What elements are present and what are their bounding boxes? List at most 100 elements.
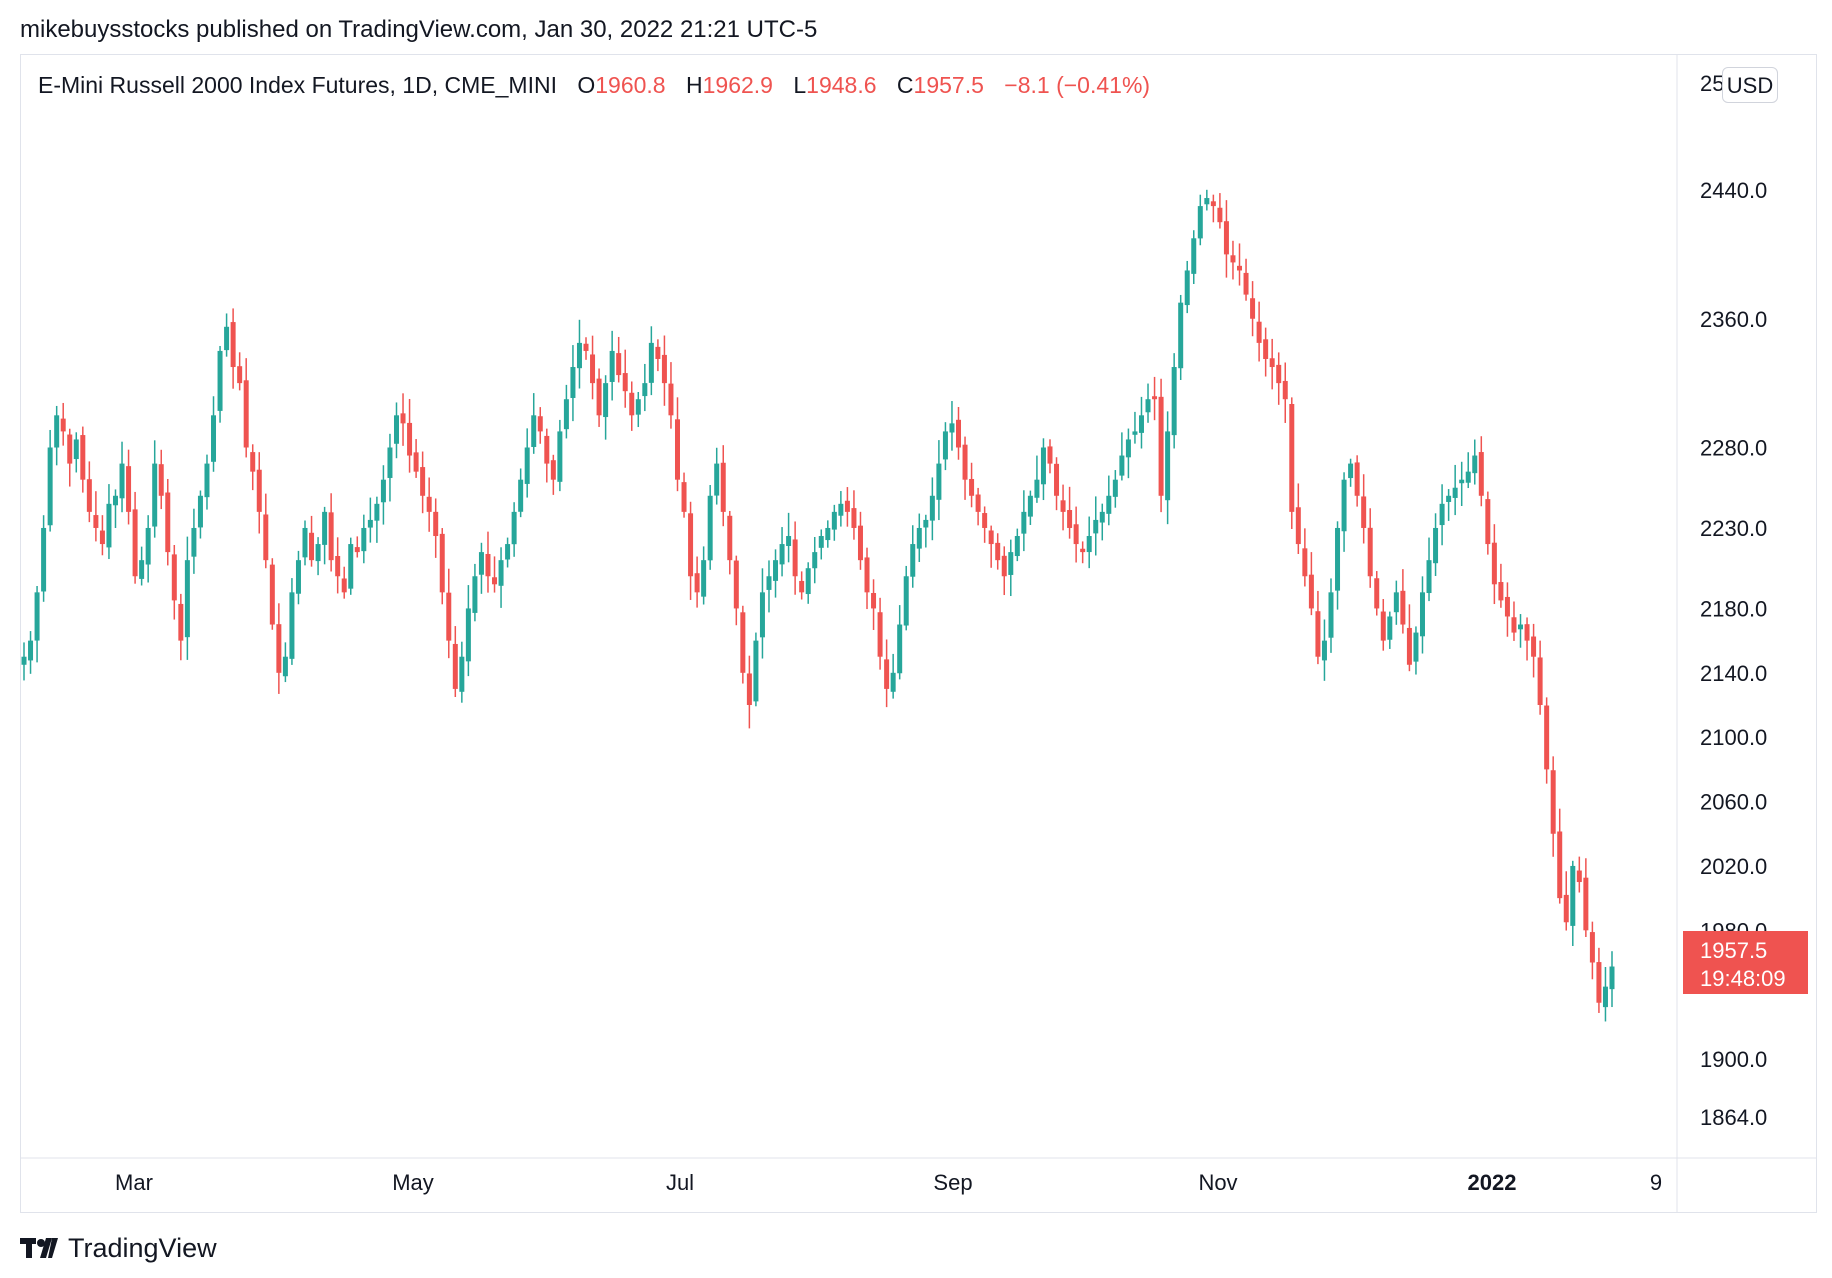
candle-body xyxy=(184,560,190,638)
candle-body xyxy=(982,513,988,528)
candle-body xyxy=(276,624,282,673)
candle-body xyxy=(387,447,393,478)
candle-body xyxy=(929,495,935,521)
time-tick-label: Sep xyxy=(933,1170,972,1195)
candle-body xyxy=(1531,636,1537,657)
candle-body xyxy=(805,568,811,595)
candle-body xyxy=(969,478,975,496)
candle-body xyxy=(211,415,217,462)
candle-body xyxy=(1112,479,1118,497)
candle-body xyxy=(1230,255,1236,263)
candle-body xyxy=(1576,870,1582,883)
candle-body xyxy=(1504,596,1510,617)
candle-body xyxy=(407,422,413,456)
candle-body xyxy=(563,399,569,430)
candle-body xyxy=(740,612,746,673)
candle-body xyxy=(884,659,890,689)
price-tick-label: 2360.0 xyxy=(1700,307,1767,332)
candle-body xyxy=(1570,865,1576,926)
candle-body xyxy=(1171,367,1177,436)
close-label: C xyxy=(896,72,914,98)
candle-body xyxy=(956,419,962,448)
low-value: 1948.6 xyxy=(806,72,877,98)
candle-body xyxy=(191,527,197,557)
price-tick-label: 2020.0 xyxy=(1700,854,1767,879)
candle-body xyxy=(132,509,138,577)
candle-body xyxy=(916,527,922,549)
candle-body xyxy=(1145,399,1151,413)
candle-body xyxy=(1485,499,1491,545)
candle-body xyxy=(99,530,105,545)
candle-body xyxy=(433,511,439,537)
candle-body xyxy=(792,539,798,577)
candle-body xyxy=(1439,503,1445,526)
candle-body xyxy=(1433,527,1439,564)
candle-body xyxy=(910,544,916,577)
candle-body xyxy=(328,512,334,561)
time-tick-label: Mar xyxy=(115,1170,153,1195)
candle-body xyxy=(1361,496,1367,528)
candle-body xyxy=(1413,632,1419,662)
candle-body xyxy=(152,463,158,527)
candle-body xyxy=(374,503,380,521)
candle-body xyxy=(537,416,543,432)
candle-body xyxy=(54,415,60,448)
candle-body xyxy=(1158,396,1164,496)
tradingview-logo[interactable]: TradingView xyxy=(20,1230,217,1266)
candle-body xyxy=(688,513,694,577)
candle-body xyxy=(498,560,504,586)
candle-body xyxy=(1491,542,1497,585)
currency-button[interactable]: USD xyxy=(1722,67,1778,103)
candle-body xyxy=(759,592,765,638)
last-price-tag: 1957.5 19:48:09 xyxy=(1683,931,1808,994)
candle-body xyxy=(857,525,863,561)
candle-body xyxy=(420,467,426,496)
candle-body xyxy=(596,378,602,416)
candle-body xyxy=(1250,298,1256,319)
candle-body xyxy=(1060,500,1066,512)
candle-body xyxy=(714,463,720,496)
candle-body xyxy=(583,343,589,351)
candle-body xyxy=(727,515,733,561)
candle-body xyxy=(289,592,295,659)
time-tick-label: Jul xyxy=(666,1170,694,1195)
candle-body xyxy=(1014,536,1020,557)
high-value: 1962.9 xyxy=(702,72,773,98)
candle-body xyxy=(178,603,184,641)
candle-body xyxy=(1400,590,1406,625)
candle-body xyxy=(1315,611,1321,657)
candle-body xyxy=(67,434,73,464)
candle-body xyxy=(472,576,478,613)
ohlc-legend: E-Mini Russell 2000 Index Futures, 1D, C… xyxy=(38,72,1150,99)
candle-body xyxy=(812,552,818,569)
price-tick-label: 1900.0 xyxy=(1700,1047,1767,1072)
candle-body xyxy=(871,593,877,609)
tradingview-logo-text: TradingView xyxy=(68,1232,217,1263)
candle-body xyxy=(1034,479,1040,498)
price-tick-label: 1864.0 xyxy=(1700,1105,1767,1130)
low-label: L xyxy=(793,72,807,98)
candle-body xyxy=(1446,495,1452,502)
candle-body xyxy=(629,392,635,416)
candle-body xyxy=(668,383,674,416)
candle-body xyxy=(1602,986,1608,1008)
price-tick-label: 2060.0 xyxy=(1700,790,1767,815)
candle-body xyxy=(1027,495,1033,517)
candle-body xyxy=(831,511,837,530)
candle-body xyxy=(1459,479,1465,484)
price-scale[interactable]: 2440.0 2360.0 2280.0 2230.0 2180.0 2140.0 2100… xyxy=(1700,178,1767,1130)
time-scale[interactable]: Mar May Jul Sep Nov 2022 9 xyxy=(115,1170,1662,1195)
candle-body xyxy=(256,469,262,512)
candle-body xyxy=(1537,657,1543,705)
tradingview-logo-icon xyxy=(20,1238,58,1258)
candle-body xyxy=(1191,238,1197,274)
candle-body xyxy=(1341,479,1347,532)
candle-body xyxy=(380,479,386,503)
time-tick-label: Nov xyxy=(1198,1170,1237,1195)
candle-body xyxy=(779,544,785,565)
candle-body xyxy=(1374,578,1380,609)
candle-body xyxy=(1067,510,1073,528)
candle-body xyxy=(753,640,759,702)
candle-body xyxy=(1524,624,1530,641)
